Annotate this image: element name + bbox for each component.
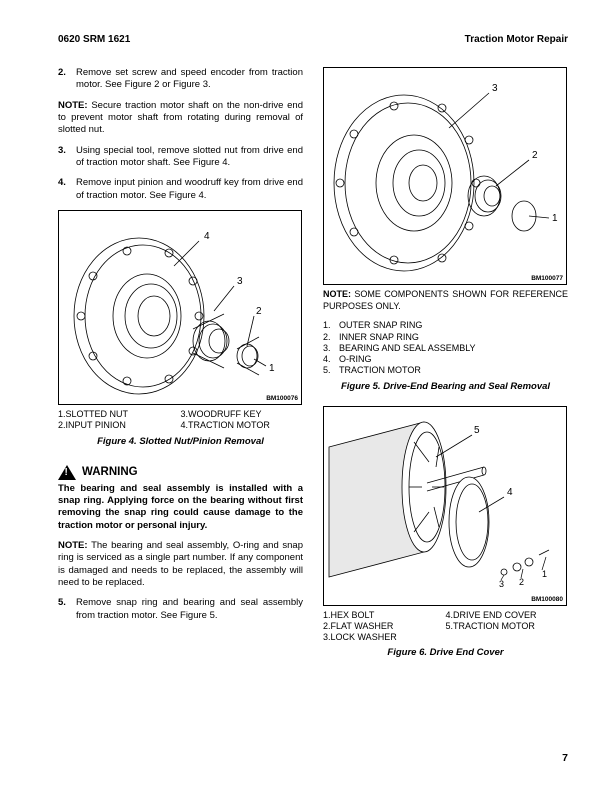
step-5: 5. Remove snap ring and bearing and seal… [58,597,303,622]
page: 0620 SRM 1621 Traction Motor Repair 2. R… [0,0,612,792]
figure-5-box: 3 2 1 BM100077 [323,67,567,285]
figure-5-illustration: 3 2 1 [324,68,568,286]
svg-text:4: 4 [204,231,210,242]
note-2: NOTE: The bearing and seal assembly, O-r… [58,540,303,589]
note-label: NOTE: [323,289,351,299]
figure-6-box: 5 4 3 2 1 BM100080 [323,406,567,606]
page-header: 0620 SRM 1621 Traction Motor Repair [58,34,568,45]
figure-5-legend: 1.OUTER SNAP RING 2.INNER SNAP RING 3.BE… [323,320,568,376]
note-label: NOTE: [58,100,88,111]
svg-text:2: 2 [519,577,524,587]
warning-heading: WARNING [58,465,303,480]
figure-6-caption: Figure 6. Drive End Cover [323,647,568,658]
step-2: 2. Remove set screw and speed encoder fr… [58,67,303,92]
note-label: NOTE: [58,540,88,551]
svg-text:3: 3 [237,276,243,287]
figure-6-illustration: 5 4 3 2 1 [324,407,568,607]
svg-text:3: 3 [499,579,504,589]
step-4: 4. Remove input pinion and woodruff key … [58,177,303,202]
step-text: Remove set screw and speed encoder from … [76,67,303,92]
figure-4-legend: 1.SLOTTED NUT 3.WOODRUFF KEY 2.INPUT PIN… [58,409,303,432]
step-num: 3. [58,145,76,170]
note-text: Secure traction motor shaft on the non-d… [58,100,303,136]
figure-4-illustration: 4 3 2 1 [59,211,303,406]
figure-5-caption: Figure 5. Drive-End Bearing and Seal Rem… [323,381,568,392]
step-3: 3. Using special tool, remove slotted nu… [58,145,303,170]
step-text: Remove snap ring and bearing and seal as… [76,597,303,622]
note-text: SOME COMPONENTS SHOWN FOR REFERENCE PURP… [323,289,568,311]
svg-text:2: 2 [256,306,262,317]
step-text: Remove input pinion and woodruff key fro… [76,177,303,202]
svg-text:2: 2 [532,150,538,161]
header-right: Traction Motor Repair [465,34,568,45]
figure-6-legend: 1.HEX BOLT 4.DRIVE END COVER 2.FLAT WASH… [323,610,568,644]
warning-title: WARNING [82,466,138,478]
figure-id: BM100080 [531,596,563,603]
svg-text:1: 1 [552,213,558,224]
right-column: 3 2 1 BM100077 NOTE: SOME COMPONENTS SHO… [323,67,568,672]
warning-body: The bearing and seal assembly is install… [58,483,303,532]
page-number: 7 [562,752,568,764]
figure-4-caption: Figure 4. Slotted Nut/Pinion Removal [58,436,303,447]
left-column: 2. Remove set screw and speed encoder fr… [58,67,303,672]
note-text: The bearing and seal assembly, O-ring an… [58,540,303,588]
svg-text:3: 3 [492,83,498,94]
warning-icon [58,465,76,480]
figure-5-note: NOTE: SOME COMPONENTS SHOWN FOR REFERENC… [323,289,568,312]
step-num: 4. [58,177,76,202]
header-left: 0620 SRM 1621 [58,34,130,45]
content-columns: 2. Remove set screw and speed encoder fr… [58,67,568,672]
figure-4-box: 4 3 2 1 BM100076 [58,210,302,405]
step-num: 5. [58,597,76,622]
step-text: Using special tool, remove slotted nut f… [76,145,303,170]
svg-text:5: 5 [474,425,480,436]
step-num: 2. [58,67,76,92]
svg-text:1: 1 [269,363,275,374]
note-1: NOTE: Secure traction motor shaft on the… [58,100,303,137]
svg-text:1: 1 [542,569,547,579]
figure-id: BM100076 [266,395,298,402]
figure-id: BM100077 [531,275,563,282]
svg-text:4: 4 [507,487,513,498]
